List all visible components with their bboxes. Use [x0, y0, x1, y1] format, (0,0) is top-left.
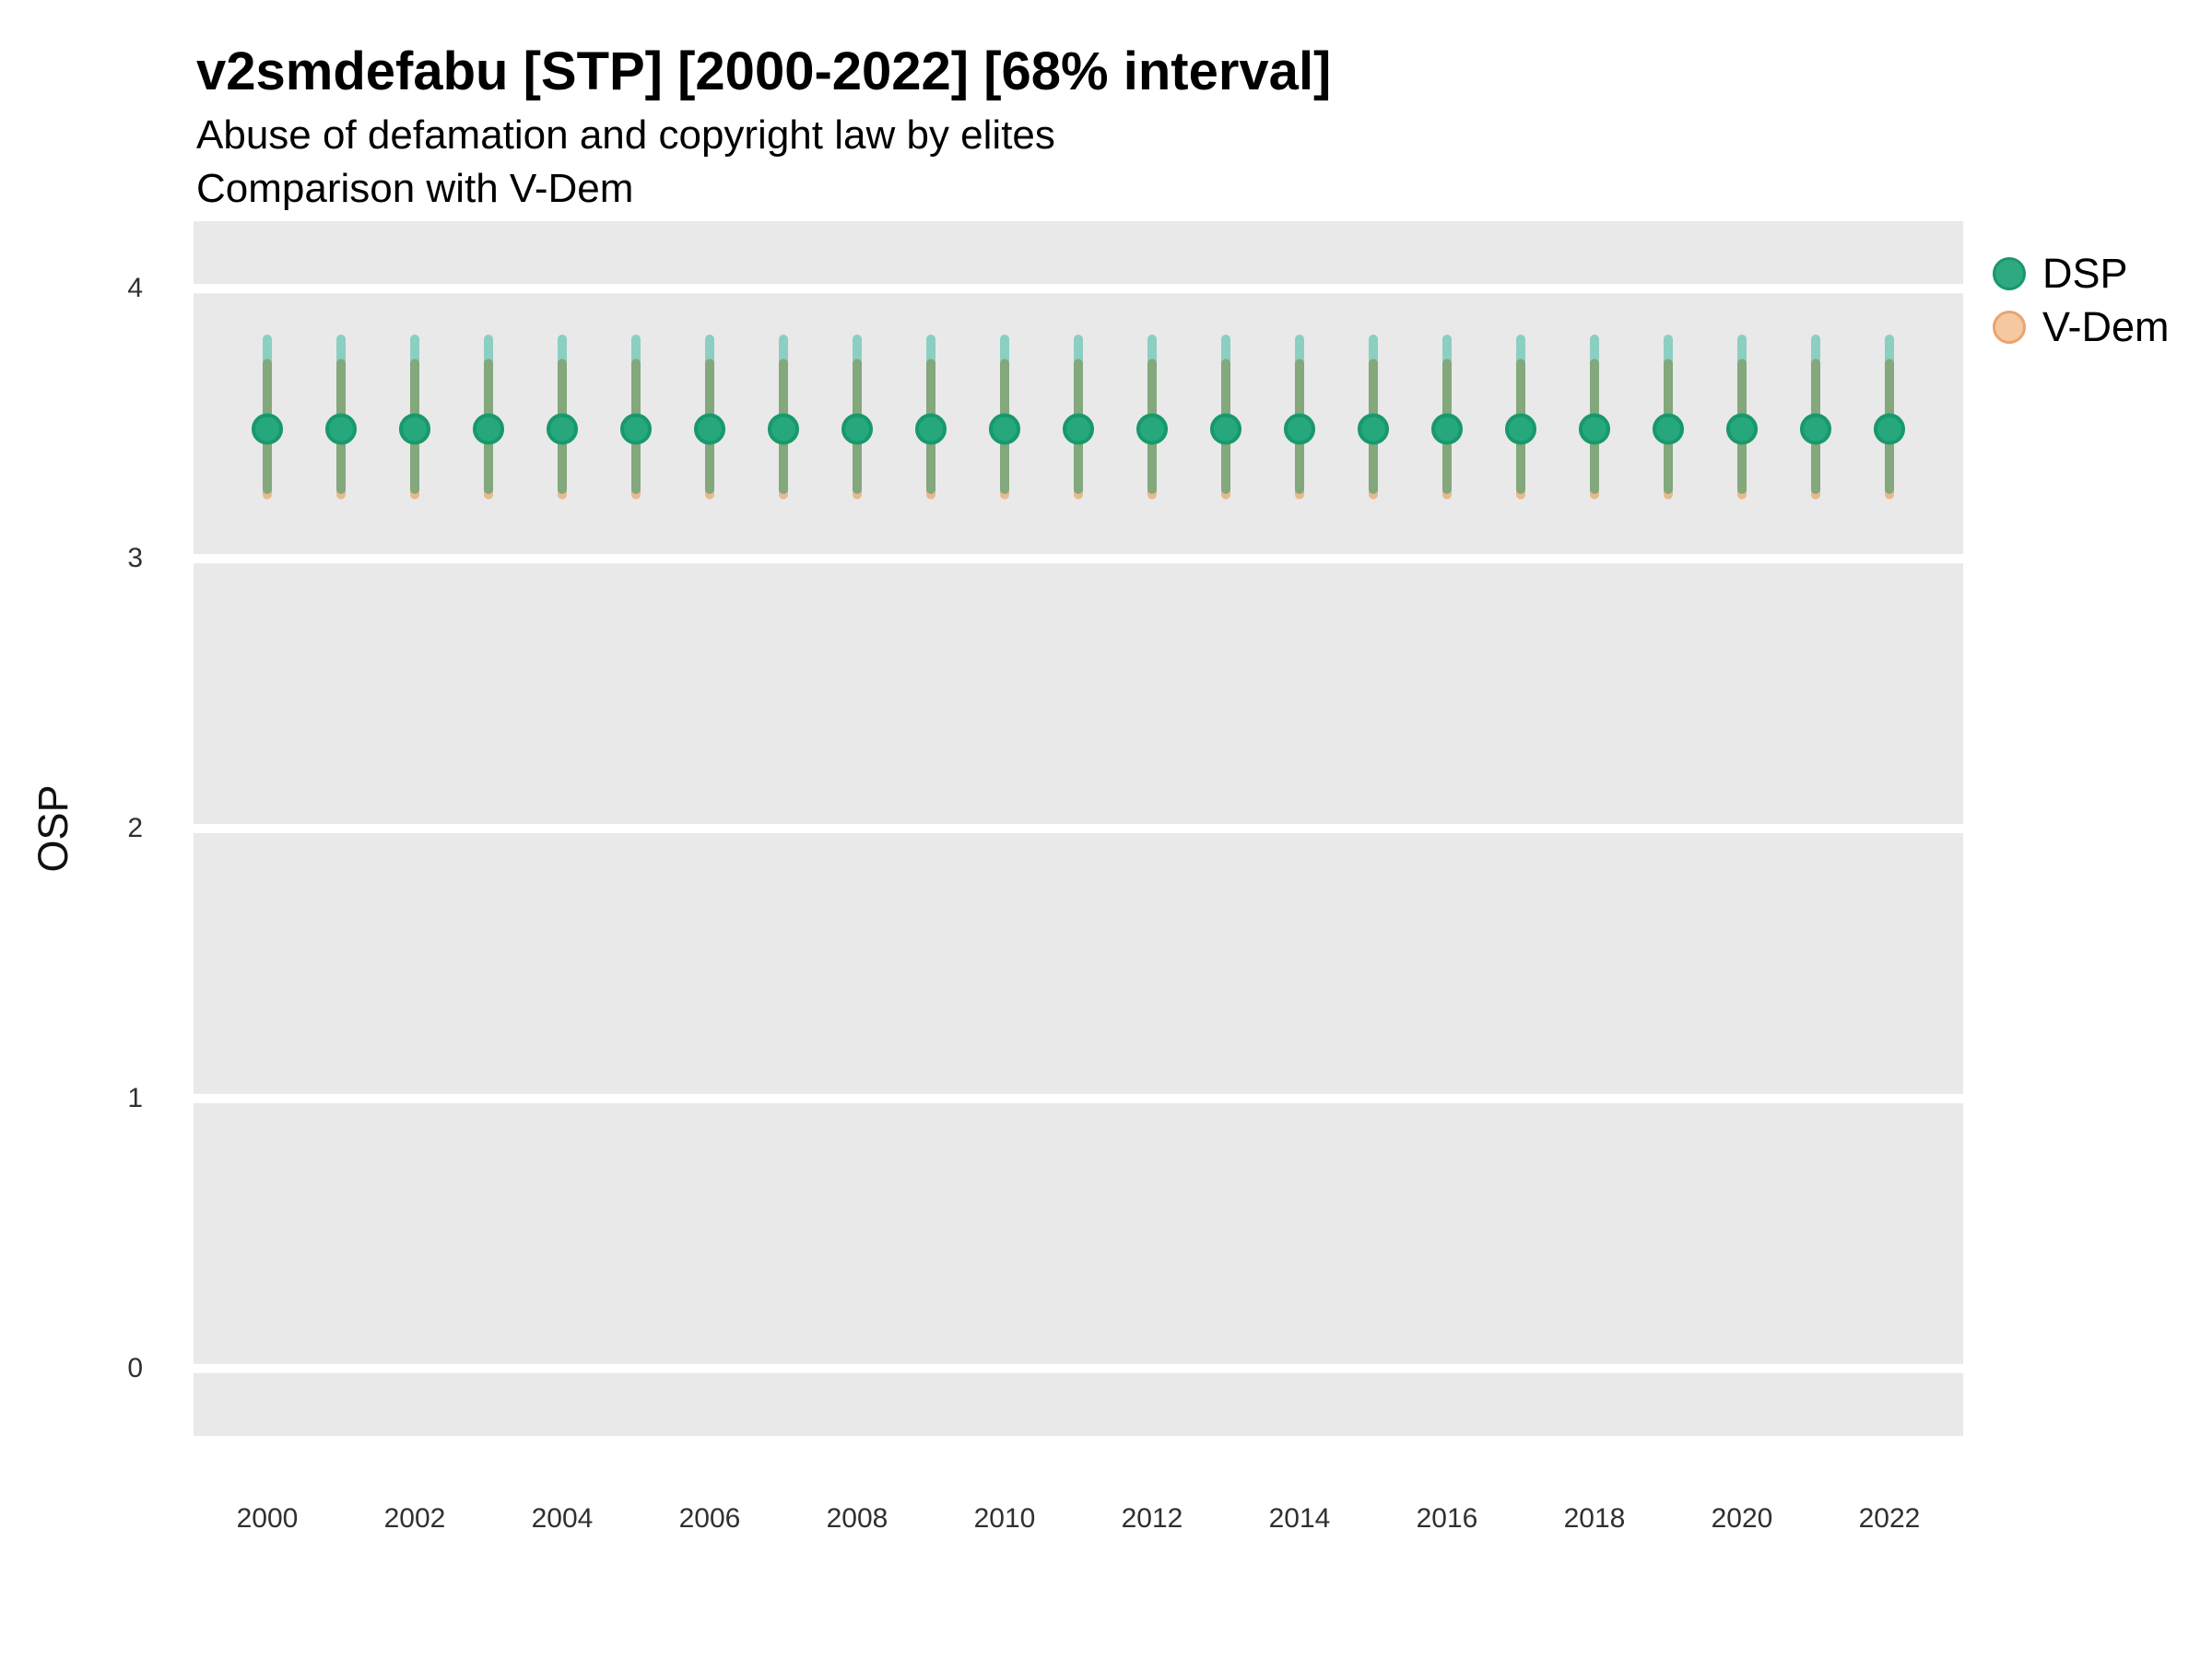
- dsp-point: [252, 413, 283, 445]
- dsp-point: [620, 413, 652, 445]
- dsp-point: [325, 413, 357, 445]
- y-tick-label: 2: [127, 813, 143, 843]
- x-tick-label: 2014: [1268, 1503, 1331, 1534]
- dsp-point: [1358, 413, 1389, 445]
- dsp-point: [1579, 413, 1610, 445]
- dsp-point: [547, 413, 578, 445]
- x-tick-label: 2012: [1121, 1503, 1183, 1534]
- dsp-point: [1874, 413, 1905, 445]
- legend-swatch-icon: [1993, 311, 2026, 344]
- x-tick-label: 2006: [678, 1503, 741, 1534]
- dsp-point: [473, 413, 504, 445]
- dsp-point: [1505, 413, 1536, 445]
- x-tick-label: 2016: [1416, 1503, 1478, 1534]
- x-tick-label: 2004: [531, 1503, 594, 1534]
- x-tick-label: 2020: [1711, 1503, 1773, 1534]
- legend: DSP V-Dem: [1993, 247, 2170, 354]
- y-tick-label: 4: [127, 273, 143, 304]
- dsp-point: [694, 413, 725, 445]
- y-tick-label: 3: [127, 543, 143, 574]
- dsp-point: [768, 413, 799, 445]
- x-tick-label: 2008: [826, 1503, 888, 1534]
- y-tick-label: 1: [127, 1082, 143, 1113]
- dsp-point: [1431, 413, 1463, 445]
- legend-swatch-icon: [1993, 257, 2026, 290]
- dsp-point: [1800, 413, 1831, 445]
- x-tick-label: 2018: [1563, 1503, 1626, 1534]
- legend-label: V-Dem: [2042, 303, 2170, 350]
- legend-item-dsp: DSP: [1993, 247, 2170, 300]
- x-tick-label: 2010: [973, 1503, 1036, 1534]
- chart-comparison-note: Comparison with V-Dem: [196, 166, 634, 211]
- dsp-point: [915, 413, 947, 445]
- dsp-point: [1653, 413, 1684, 445]
- y-tick-label: 0: [127, 1352, 143, 1383]
- chart-subtitle: Abuse of defamation and copyright law by…: [196, 112, 1055, 158]
- x-tick-label: 2000: [236, 1503, 299, 1534]
- x-tick-label: 2002: [383, 1503, 446, 1534]
- legend-label: DSP: [2042, 250, 2128, 297]
- dsp-point: [1210, 413, 1241, 445]
- legend-item-v-dem: V-Dem: [1993, 300, 2170, 354]
- dsp-point: [1726, 413, 1758, 445]
- dsp-point: [1284, 413, 1315, 445]
- dsp-point: [399, 413, 430, 445]
- dsp-point: [1136, 413, 1168, 445]
- x-tick-label: 2022: [1858, 1503, 1921, 1534]
- chart-title: v2smdefabu [STP] [2000-2022] [68% interv…: [196, 41, 1332, 101]
- dsp-point: [989, 413, 1020, 445]
- dsp-point: [841, 413, 873, 445]
- dsp-point: [1063, 413, 1094, 445]
